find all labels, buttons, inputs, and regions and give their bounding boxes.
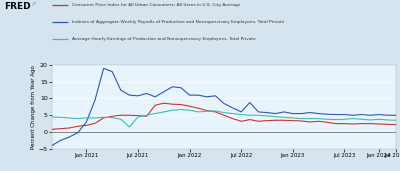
Text: ↗: ↗	[30, 2, 35, 7]
Y-axis label: Percent Change from Year Ago: Percent Change from Year Ago	[31, 65, 36, 149]
Text: Indexes of Aggregate Weekly Payrolls of Production and Nonsupervisory Employees,: Indexes of Aggregate Weekly Payrolls of …	[72, 20, 284, 24]
Text: Average Hourly Earnings of Production and Nonsupervisory Employees, Total Privat: Average Hourly Earnings of Production an…	[72, 37, 256, 41]
Text: FRED: FRED	[4, 2, 31, 11]
Text: Consumer Price Index for All Urban Consumers: All Items in U.S. City Average: Consumer Price Index for All Urban Consu…	[72, 3, 240, 7]
